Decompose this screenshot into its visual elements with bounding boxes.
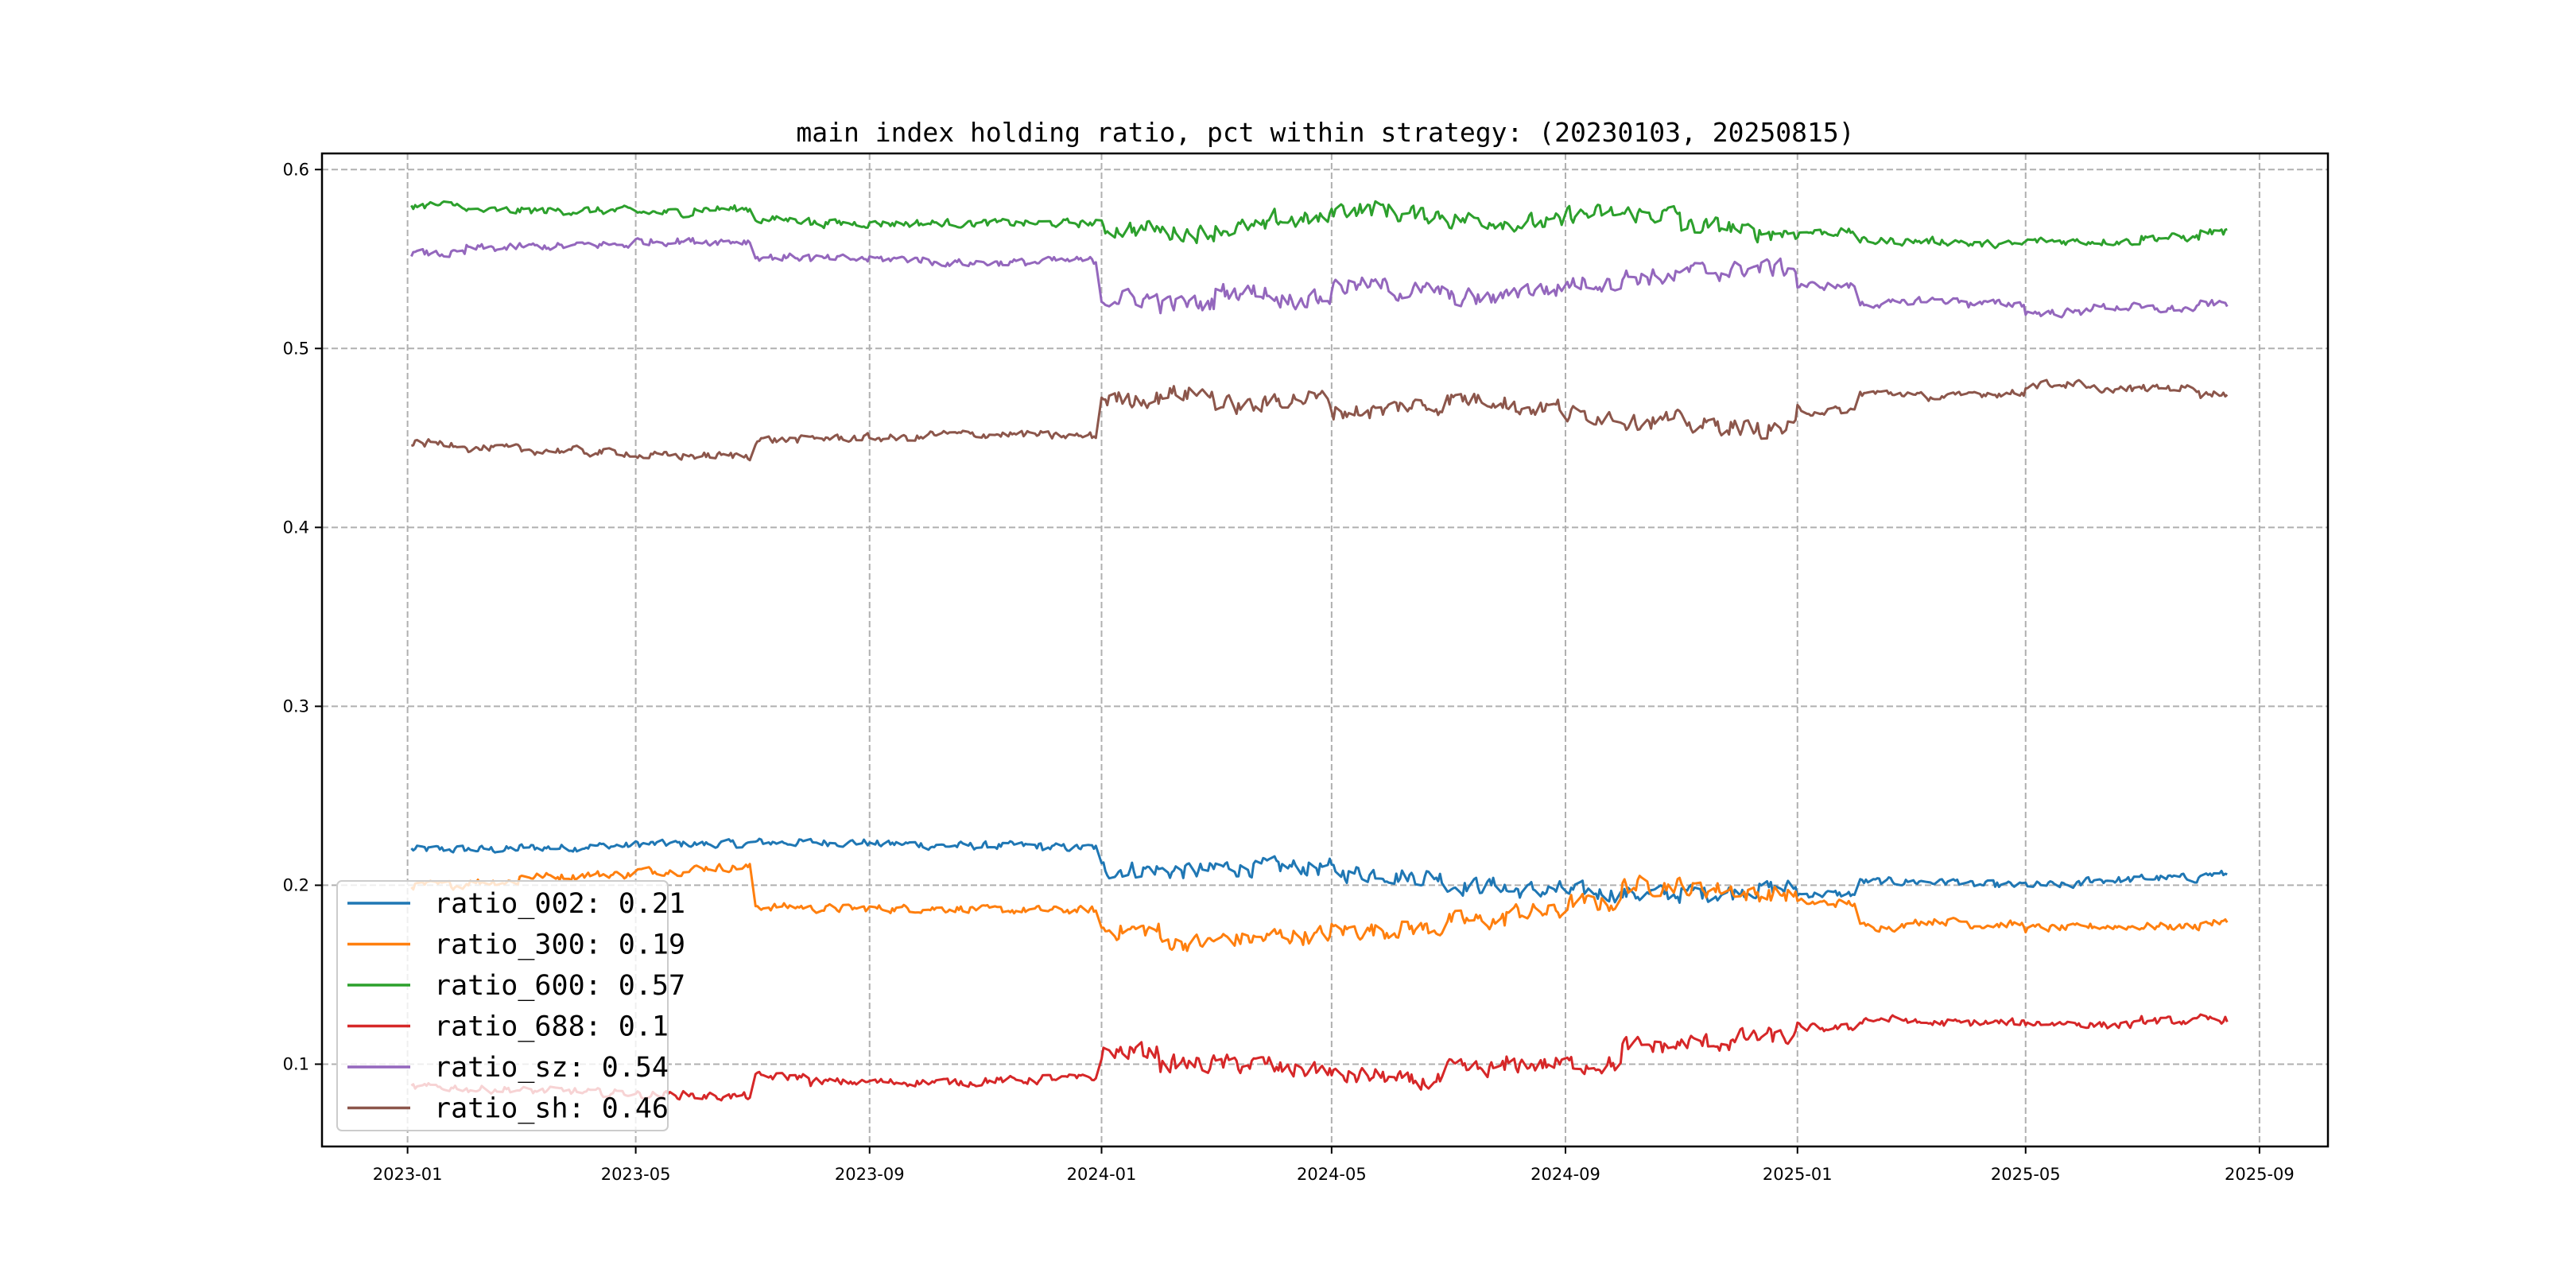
legend-label-ratio_002: ratio_002: 0.21 (434, 888, 685, 920)
axes-frame (320, 152, 2330, 1148)
series-line-ratio_002 (410, 837, 2228, 904)
x-tick-label: 2025-09 (2225, 1165, 2295, 1184)
series-line-ratio_sz (410, 237, 2229, 319)
axis-ticks: 2023-01 2023-05 2023-09 2024-01 2024-05 2024-… (283, 160, 2295, 1184)
x-tick-label: 2024-09 (1530, 1165, 1600, 1184)
legend: ratio_002: 0.21 ratio_300: 0.19 ratio_600:… (336, 880, 685, 1131)
y-tick-label: 0.5 (283, 339, 309, 358)
x-tick-label: 2023-05 (601, 1165, 671, 1184)
y-tick-label: 0.2 (283, 875, 309, 894)
x-tick-label: 2025-05 (1991, 1165, 2061, 1184)
legend-box (336, 880, 669, 1131)
legend-label-ratio_600: ratio_600: 0.57 (434, 970, 685, 1002)
y-tick-label: 0.6 (283, 160, 309, 179)
series-line-ratio_688 (410, 1013, 2229, 1102)
x-tick-label: 2025-01 (1763, 1165, 1833, 1184)
chart-title: main index holding ratio, pct within str… (796, 117, 1854, 148)
y-tick-label: 0.1 (283, 1054, 309, 1073)
x-tick-label: 2024-01 (1067, 1165, 1137, 1184)
legend-label-ratio_sz: ratio_sz: 0.54 (434, 1052, 669, 1084)
series-line-ratio_sh (410, 378, 2229, 462)
y-tick-label: 0.3 (283, 696, 309, 716)
legend-label-ratio_300: ratio_300: 0.19 (434, 929, 685, 961)
series-line-ratio_300 (410, 863, 2229, 952)
y-tick-label: 0.4 (283, 518, 309, 537)
x-tick-label: 2024-05 (1297, 1165, 1367, 1184)
series-line-ratio_600 (410, 200, 2228, 250)
legend-label-ratio_688: ratio_688: 0.1 (434, 1011, 669, 1043)
legend-label-ratio_sh: ratio_sh: 0.46 (434, 1093, 669, 1125)
x-tick-label: 2023-01 (373, 1165, 443, 1184)
series-lines (410, 200, 2229, 1102)
x-tick-label: 2023-09 (835, 1165, 905, 1184)
